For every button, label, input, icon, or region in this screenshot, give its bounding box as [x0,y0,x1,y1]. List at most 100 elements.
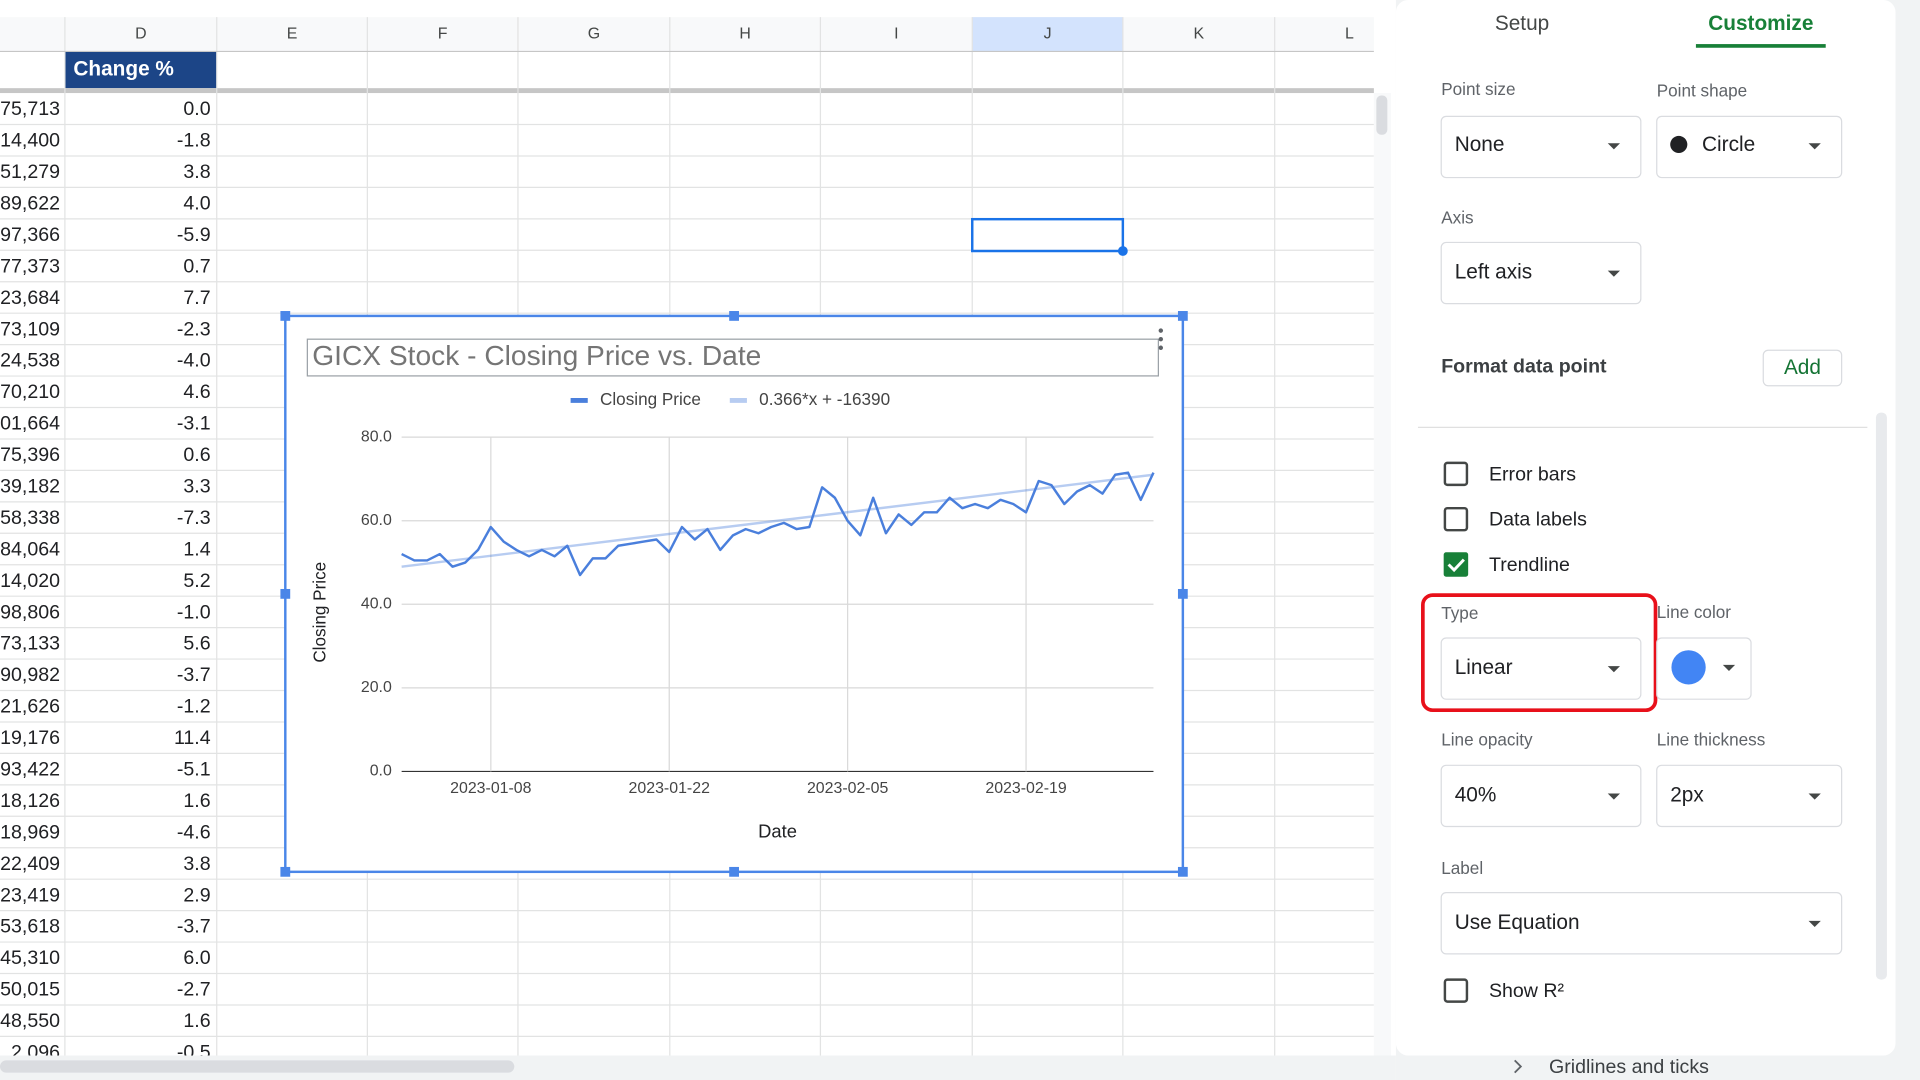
cell: 14,020 [0,570,60,592]
checkbox-label: Error bars [1489,463,1576,485]
cell: 19,176 [0,727,60,749]
checkmark [1447,558,1465,573]
chevron[interactable] [1514,1059,1523,1074]
field-label: Label [1441,858,1483,878]
dropdown[interactable] [1440,241,1642,305]
trendline [401,473,1154,568]
cell: -5.1 [177,759,211,781]
resize-handle[interactable] [1177,588,1188,599]
column-header: D [135,25,147,42]
resize-handle[interactable] [729,311,739,321]
tab[interactable]: Setup [1495,12,1549,35]
series-line [401,471,1155,577]
checkbox[interactable] [1443,978,1469,1003]
dropdown-value: None [1455,133,1505,156]
dropdown[interactable] [1440,637,1642,700]
cell: 75,713 [0,98,60,120]
h-scroll-thumb[interactable] [0,1060,515,1073]
resize-handle[interactable] [1177,866,1188,877]
cell: 23,684 [0,287,60,309]
section-label: Format data point [1441,356,1607,378]
checkbox-label: Show R² [1489,980,1565,1002]
column-header: I [894,25,898,42]
cell: 3.8 [183,161,210,183]
dropdown-arrow [1607,666,1620,673]
checkbox[interactable] [1443,461,1469,487]
dropdown[interactable] [1440,764,1642,828]
shape-icon [1670,135,1688,154]
freeze-line [0,88,1374,94]
column-header: E [287,25,298,42]
checkbox-label: Trendline [1489,554,1570,576]
checkbox[interactable] [1443,506,1469,532]
cell: 22,409 [0,853,60,875]
resize-handle[interactable] [1177,311,1188,321]
dropdown-value: Linear [1455,656,1513,679]
dropdown-value: Left axis [1455,261,1532,284]
cell: 1.6 [183,1010,210,1032]
cell: 45,310 [0,947,60,969]
resize-handle[interactable] [280,311,291,321]
v-scroll-thumb[interactable] [1376,95,1388,135]
resize-handle[interactable] [280,866,291,877]
y-tick-label: 80.0 [361,428,392,445]
dropdown[interactable] [1656,115,1843,179]
sidebar-scroll-thumb[interactable] [1875,412,1887,980]
cell: 73,133 [0,633,60,655]
dropdown[interactable] [1656,764,1843,828]
cell: 0.6 [183,444,210,466]
column-header: K [1193,25,1204,42]
cell: -3.7 [177,664,211,686]
section-header[interactable]: Gridlines and ticks [1549,1056,1709,1078]
dropdown[interactable] [1440,115,1642,179]
cell: 01,664 [0,413,60,435]
selected-cell[interactable] [971,217,1125,253]
fill-handle[interactable] [1117,246,1128,256]
x-tick-label: 2023-01-22 [629,780,711,797]
chart-menu[interactable] [1158,328,1164,350]
cell: 89,622 [0,193,60,215]
cell: 18,126 [0,790,60,812]
add-button[interactable] [1762,349,1843,387]
field-label: Type [1441,603,1478,623]
chart-frame[interactable] [284,314,1185,874]
field-label: Line color [1657,602,1732,622]
cell: -3.7 [177,916,211,938]
color-swatch [1671,650,1706,685]
dropdown-arrow [1808,920,1821,927]
cell: 6.0 [183,947,210,969]
cell: 3.3 [183,476,210,498]
cell: 73,109 [0,318,60,340]
cell: 11.4 [174,727,211,749]
tab[interactable]: Customize [1708,12,1813,35]
title-box[interactable] [306,338,1159,377]
resize-handle[interactable] [729,866,739,877]
header-cell-text: Change % [73,57,174,80]
column-header: H [739,25,751,42]
field-label: Point size [1441,79,1515,99]
cell: 48,550 [0,1010,60,1032]
cell: 21,626 [0,696,60,718]
y-tick-label: 40.0 [361,595,392,612]
column-header: J [1044,25,1052,42]
cell: 58,338 [0,507,60,529]
resize-handle[interactable] [280,588,291,599]
cell: 3.8 [183,853,210,875]
chart[interactable]: GICX Stock - Closing Price vs. Date Date… [280,311,1188,877]
checkbox[interactable] [1443,552,1469,577]
cell: -4.0 [177,350,211,372]
cell: 18,969 [0,821,60,843]
cell: 5.2 [183,570,210,592]
column-header: G [588,25,600,42]
column-header-bar [0,17,1374,52]
tab-indicator [1695,44,1826,48]
dropdown-arrow [1607,793,1620,800]
dropdown-value: Circle [1702,133,1755,156]
dropdown-arrow [1808,143,1821,150]
dropdown[interactable] [1440,892,1843,955]
y-axis-title: Closing Price [309,562,329,663]
y-tick-label: 60.0 [361,512,392,529]
cell: -1.0 [177,601,211,623]
